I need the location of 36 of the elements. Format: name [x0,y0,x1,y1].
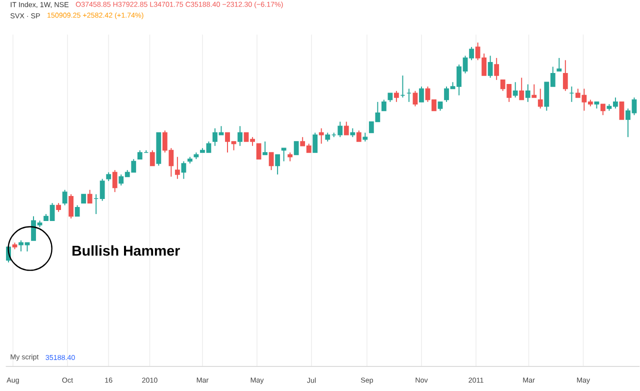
candlestick [174,156,180,180]
candlestick [356,130,362,142]
candlestick [74,204,80,217]
candlestick [619,102,624,120]
candlestick [281,148,286,162]
candlestick [268,152,274,171]
candlestick [100,178,105,202]
candlestick [318,128,324,144]
candlestick [344,121,349,136]
candlestick [394,90,399,103]
candlestick [294,141,299,156]
candlestick [532,84,537,98]
candlestick [262,141,268,156]
candlestick [525,84,530,103]
candlestick [256,143,262,160]
candlestick [562,60,568,92]
candlestick [181,160,186,180]
candlestick [494,58,500,81]
candlestick [512,82,518,98]
candlestick [62,190,68,206]
candlestick [556,58,562,72]
candlestick [519,77,524,100]
candlestick [238,126,242,147]
annotation: Bullish Hammer [72,245,180,256]
candlestick [419,86,424,103]
candlestick [488,55,493,78]
candlestick [150,150,155,166]
candlestick [112,170,118,193]
candlestick [312,132,318,154]
candlestick [600,104,606,116]
candlestick [538,88,543,110]
candlestick [381,99,386,112]
candlestick [275,154,280,176]
candlestick [412,90,418,107]
candlestick [68,194,74,220]
candlestick [87,190,92,204]
